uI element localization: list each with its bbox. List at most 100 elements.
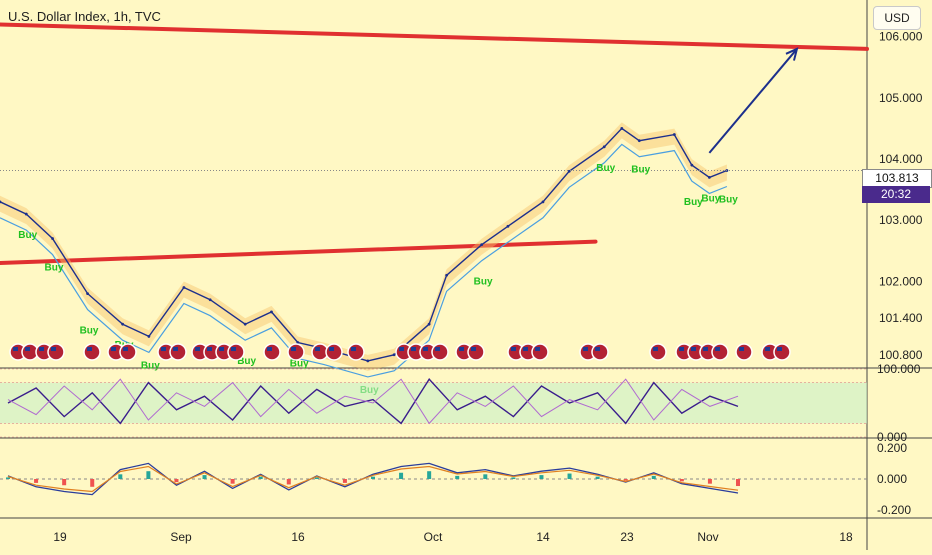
price-point — [445, 273, 449, 277]
x-tick-label: 18 — [839, 530, 853, 544]
price-point — [602, 145, 606, 149]
macd-histogram-bar — [286, 479, 291, 485]
us-flag-event-icon-canton — [535, 347, 540, 351]
us-flag-event-icon — [227, 343, 245, 361]
us-flag-event-icon-canton — [523, 347, 528, 351]
buy-label: Buy — [474, 277, 493, 288]
macd-histogram-bar — [202, 475, 207, 479]
us-flag-event-icon-canton — [207, 347, 212, 351]
price-point — [392, 353, 396, 357]
macd-histogram-bar — [314, 477, 319, 479]
us-flag-event-icon-canton — [471, 347, 476, 351]
y-tick-label: 100.800 — [879, 348, 923, 362]
us-flag-event-icon — [287, 343, 305, 361]
buy-label: Buy — [18, 230, 37, 241]
macd-signal-line — [7, 465, 739, 493]
macd-histogram-bar — [34, 479, 39, 483]
us-flag-event-icon — [47, 343, 65, 361]
x-tick-label: Sep — [170, 530, 192, 544]
us-flag-event-icon — [325, 343, 343, 361]
macd-histogram-bar — [707, 479, 712, 484]
buy-label: Buy — [701, 193, 720, 204]
x-tick-label: Oct — [424, 530, 443, 544]
price-line — [0, 127, 728, 362]
us-flag-event-icon-canton — [195, 347, 200, 351]
price-point — [672, 133, 676, 136]
price-point — [707, 175, 711, 179]
price-point — [480, 243, 484, 247]
price-point — [208, 298, 212, 302]
us-flag-event-icon-canton — [399, 347, 404, 351]
y-tick-label: 102.000 — [879, 274, 923, 288]
us-flag-event-icon — [83, 343, 101, 361]
us-flag-event-icon-canton — [51, 347, 56, 351]
us-flag-event-icon-canton — [691, 347, 696, 351]
price-point — [51, 237, 54, 240]
us-flag-event-icon-canton — [111, 347, 116, 351]
us-flag-event-icon-canton — [351, 347, 356, 351]
price-point — [366, 359, 370, 363]
y-tick-label: 103.000 — [879, 213, 923, 227]
x-tick-label: 14 — [536, 530, 550, 544]
us-flag-event-icon-canton — [123, 347, 128, 351]
macd-tick-label: -0.200 — [877, 503, 911, 517]
us-flag-event-icon-canton — [423, 347, 428, 351]
macd-histogram-bar — [567, 473, 572, 479]
buy-label: Buy — [45, 263, 64, 274]
price-point — [24, 212, 28, 216]
price-point — [690, 163, 694, 167]
us-flag-event-icon — [119, 343, 137, 361]
macd-histogram-bar — [230, 479, 235, 484]
projection-arrowhead — [785, 47, 799, 61]
macd-histogram-bar — [90, 479, 95, 487]
us-flag-event-icon-canton — [291, 347, 296, 351]
price-point — [620, 127, 624, 130]
us-flag-event-icon-canton — [459, 347, 464, 351]
us-flag-event-icon-canton — [765, 347, 770, 351]
buy-label: Buy — [237, 356, 256, 367]
x-tick-label: 16 — [291, 530, 305, 544]
us-flag-event-icon-canton — [39, 347, 44, 351]
price-point — [296, 341, 300, 344]
macd-histogram-bar — [623, 479, 628, 481]
us-flag-event-icon-canton — [231, 347, 236, 351]
us-flag-event-icon-canton — [715, 347, 720, 351]
macd-histogram-bar — [6, 477, 10, 479]
macd-histogram-bar — [174, 479, 179, 483]
us-flag-event-icon-canton — [595, 347, 600, 351]
price-point — [0, 200, 2, 204]
price-point — [147, 335, 151, 338]
currency-button[interactable]: USD — [873, 6, 921, 30]
us-flag-event-icon — [263, 343, 281, 361]
us-flag-event-icon-canton — [219, 347, 224, 351]
macd-histogram-bar — [342, 479, 347, 483]
bar-countdown-label: 20:32 — [862, 186, 930, 203]
macd-histogram-bar — [427, 471, 432, 479]
price-point — [270, 310, 273, 314]
macd-histogram-bar — [371, 476, 375, 479]
us-flag-event-icon-canton — [329, 347, 334, 351]
oscillator-band — [0, 382, 867, 424]
x-tick-label: Nov — [697, 530, 718, 544]
macd-histogram-bar — [146, 471, 151, 479]
macd-tick-label: 0.200 — [877, 441, 907, 455]
y-tick-label: 105.000 — [879, 91, 923, 105]
price-point — [427, 322, 431, 326]
macd-histogram-bar — [595, 476, 600, 479]
us-flag-event-icon-canton — [653, 347, 658, 351]
buy-label: Buy — [719, 194, 738, 205]
us-flag-event-icon-canton — [739, 347, 744, 351]
price-point — [243, 322, 247, 326]
us-flag-event-icon — [431, 343, 449, 361]
macd-histogram-bar — [118, 474, 123, 479]
us-flag-event-icon — [467, 343, 485, 361]
us-flag-event-icon — [649, 343, 667, 361]
buy-label: Buy — [631, 165, 650, 176]
price-point — [637, 139, 641, 143]
price-point — [541, 200, 545, 204]
us-flag-event-icon — [347, 343, 365, 361]
price-point — [86, 292, 89, 295]
trendline — [0, 22, 869, 51]
buy-label: Buy — [684, 197, 703, 208]
